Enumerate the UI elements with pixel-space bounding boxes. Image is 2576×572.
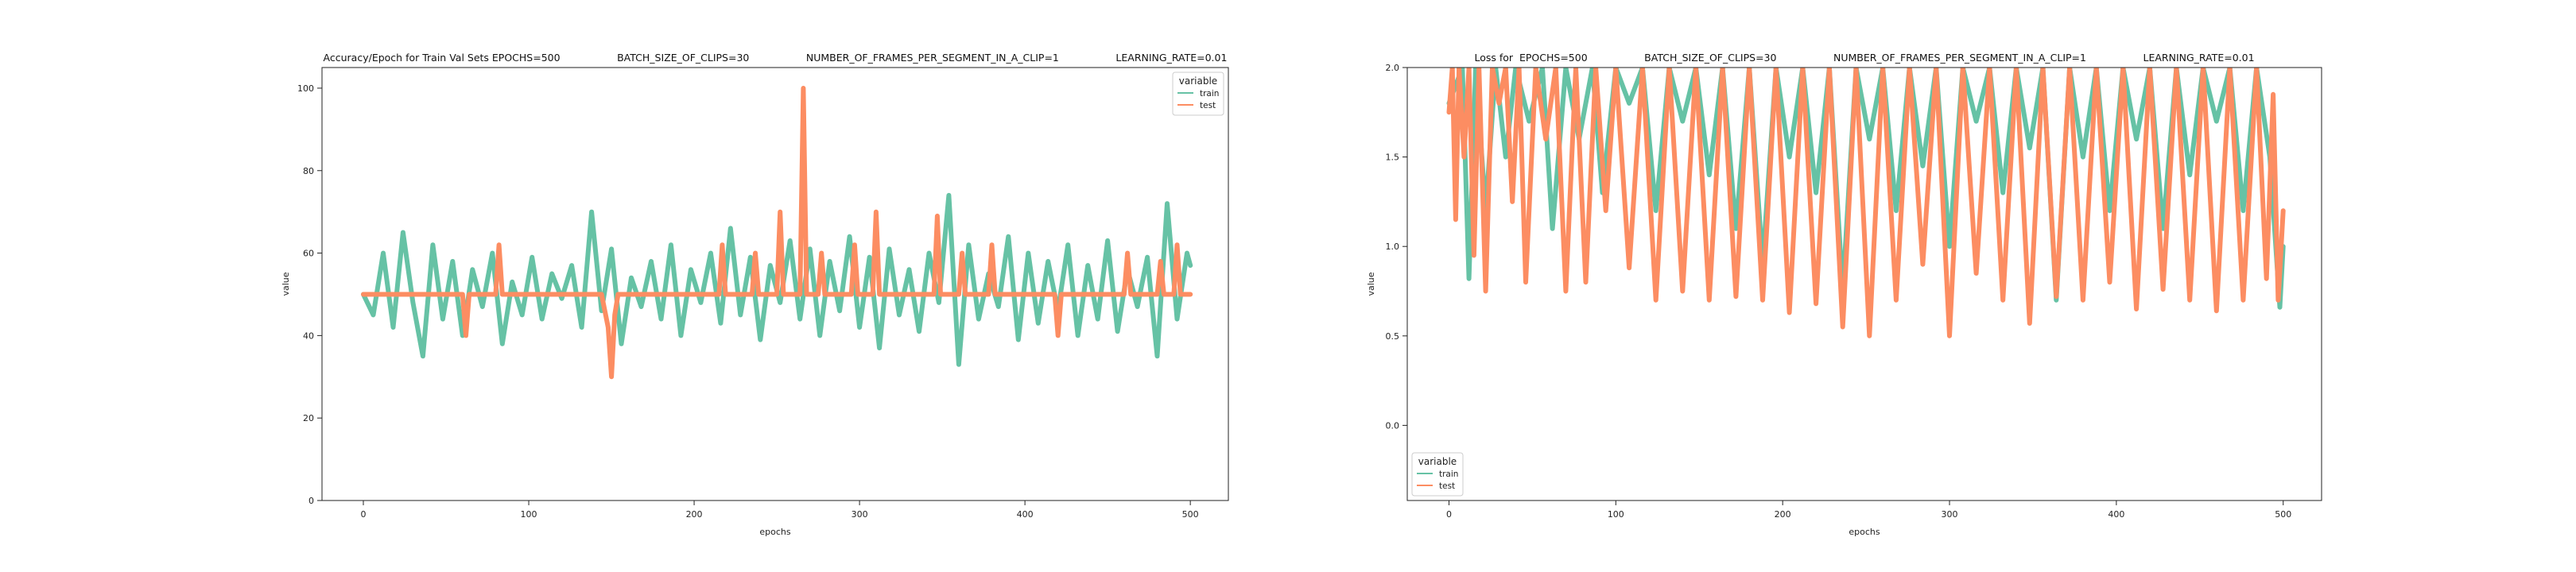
x-tick-label: 100 <box>521 509 537 520</box>
legend: variable train test <box>1411 452 1464 497</box>
axes-frame <box>1406 67 2322 501</box>
x-tick-label: 300 <box>1942 509 1958 520</box>
x-tick-label: 200 <box>686 509 703 520</box>
x-tick-label: 400 <box>1017 509 1034 520</box>
chart-title: Accuracy/Epoch for Train Val Sets EPOCHS… <box>324 52 1228 64</box>
y-tick-label: 100 <box>297 83 314 94</box>
y-axis-label: value <box>281 272 291 296</box>
y-tick-label: 1.5 <box>1386 153 1400 163</box>
y-tick-label: 20 <box>303 413 314 423</box>
x-tick-label: 100 <box>1608 509 1624 520</box>
x-axis-label: epochs <box>759 527 790 537</box>
series-line-test <box>361 86 1193 380</box>
y-tick-label: 40 <box>303 330 314 341</box>
x-tick-label: 200 <box>1775 509 1791 520</box>
legend: variable train test <box>1172 72 1224 116</box>
legend-title: variable <box>1418 456 1457 467</box>
legend-entry-test: test <box>1439 481 1455 491</box>
legend-title: variable <box>1179 75 1217 87</box>
y-tick-label: 2.0 <box>1386 63 1400 73</box>
y-tick-label: 60 <box>303 249 314 259</box>
y-tick-label: 1.0 <box>1386 242 1400 252</box>
accuracy-chart: 0 100 200 300 400 500 0 20 40 60 80 100 Accuracy/Epo… <box>281 52 1229 537</box>
x-tick-label: 500 <box>2275 509 2291 520</box>
y-tick-label: 80 <box>303 166 314 176</box>
plot-area <box>1446 68 2286 338</box>
legend-entry-train: train <box>1439 470 1458 479</box>
chart-title: Loss for EPOCHS=500 BATCH_SIZE_OF_CLIPS=… <box>1474 52 2254 64</box>
axes-frame <box>321 67 1229 501</box>
x-axis-label: epochs <box>1849 527 1880 537</box>
x-tick-label: 500 <box>1182 509 1199 520</box>
x-tick-label: 300 <box>852 509 868 520</box>
legend-entry-train: train <box>1200 89 1219 99</box>
plot-area <box>361 86 1193 380</box>
y-tick-label: 0 <box>308 496 314 506</box>
loss-chart: 0 100 200 300 400 500 0.0 0.5 1.0 1.5 2.0 Loss for … <box>1366 52 2322 537</box>
legend-entry-test: test <box>1200 101 1216 110</box>
x-tick-label: 400 <box>2108 509 2124 520</box>
series-line-test <box>1446 68 2286 338</box>
x-tick-label: 0 <box>361 509 367 520</box>
y-tick-label: 0.5 <box>1386 331 1400 342</box>
x-tick-label: 0 <box>1446 509 1452 520</box>
y-tick-label: 0.0 <box>1386 420 1400 431</box>
y-axis-label: value <box>1366 272 1376 296</box>
